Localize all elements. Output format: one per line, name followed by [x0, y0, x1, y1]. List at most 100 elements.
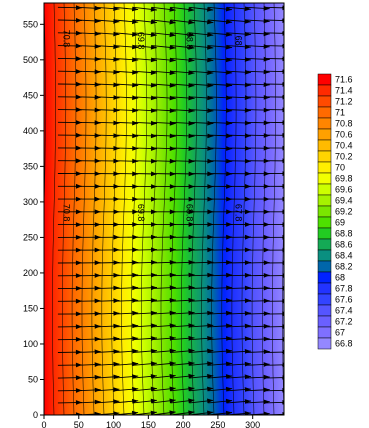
vector-arrow-head: [300, 197, 306, 202]
colorbar-swatch: [317, 282, 332, 295]
contour-value-label: 70.8: [62, 204, 72, 222]
vector-arrow-head: [169, 361, 176, 366]
vector-arrow-head: [150, 6, 157, 12]
colorbar-label: 71.4: [335, 86, 353, 96]
contour-line: [201, 3, 207, 415]
vector-arrow-head: [263, 107, 270, 113]
colorbar-label: 70.8: [335, 119, 353, 129]
vector-arrow-head: [282, 362, 284, 368]
vector-arrow-head: [188, 146, 195, 151]
contour-value-label: 68.8: [185, 204, 195, 222]
vector-arrow-head: [94, 336, 101, 342]
vector-arrow-head: [207, 373, 214, 379]
vector-arrow-head: [169, 386, 176, 392]
colorbar-label: 71.2: [335, 97, 353, 107]
vector-arrow-head: [263, 69, 270, 75]
vector-arrow-head: [244, 411, 251, 415]
colorbar-swatch: [317, 73, 332, 86]
vector-arrow-head: [188, 260, 195, 265]
colorbar-swatch: [317, 139, 332, 152]
x-tick-label: 300: [245, 420, 260, 428]
vector-arrow-head: [94, 349, 101, 355]
colorbar-label: 68.2: [335, 262, 353, 272]
vector-arrow-head: [263, 285, 270, 291]
vector-arrow-head: [150, 386, 157, 392]
vector-arrow-head: [244, 298, 251, 304]
contour-line: [221, 3, 227, 415]
vector-arrow-head: [300, 18, 306, 23]
vector-arrow-head: [282, 18, 284, 23]
vector-arrow-head: [244, 120, 251, 126]
colorbar-swatch: [317, 172, 332, 185]
colorbar-label: 71.6: [335, 75, 353, 85]
colorbar-legend: 71.671.471.27170.870.670.470.27069.869.6…: [317, 73, 353, 350]
colorbar-label: 67.2: [335, 317, 353, 327]
vector-arrow-head: [94, 362, 101, 367]
contour-line: [282, 3, 284, 415]
colorbar-swatch: [317, 205, 332, 218]
vector-arrow-head: [132, 285, 139, 291]
vector-arrow-head: [207, 410, 214, 415]
vector-arrow-head: [244, 272, 251, 278]
vector-arrow-head: [94, 69, 101, 75]
contour-value-label: 68.8: [185, 32, 195, 50]
colorbar-swatch: [317, 95, 332, 108]
x-tick-label: 0: [41, 420, 46, 428]
vector-arrow-head: [282, 5, 284, 11]
y-tick-label: 250: [23, 232, 38, 242]
vector-arrow-head: [207, 32, 214, 37]
vector-arrow-head: [169, 45, 176, 50]
colorbar-label: 69.4: [335, 196, 353, 206]
vector-arrow-head: [113, 107, 120, 113]
vector-arrow-head: [300, 31, 306, 36]
colorbar-label: 69.2: [335, 207, 353, 217]
colorbar-label: 70.4: [335, 141, 353, 151]
vector-arrow-head: [150, 410, 157, 415]
colorbar-label: 68.4: [335, 251, 353, 261]
vector-arrow-head: [300, 146, 306, 151]
contour-value-label: 70.8: [62, 30, 72, 48]
colorbar-swatch: [317, 194, 332, 207]
vector-arrow-head: [113, 311, 120, 316]
vector-arrow-head: [263, 336, 270, 342]
vector-arrow-head: [263, 95, 270, 100]
colorbar-label: 67.8: [335, 284, 353, 294]
vector-arrow-head: [207, 386, 214, 392]
vector-arrow-head: [300, 413, 306, 418]
contour-line: [181, 3, 188, 415]
colorbar-swatch: [317, 238, 332, 251]
vector-arrow-head: [300, 209, 306, 214]
vector-arrow-head: [263, 311, 270, 316]
colorbar-swatch: [317, 249, 332, 262]
vector-arrow-head: [169, 32, 176, 38]
plot-area: 70.8 69.8 68.8 68 70.8 69.8 68.8 67.8: [43, 2, 306, 418]
vector-arrow-head: [169, 410, 176, 415]
vector-arrow-head: [300, 286, 306, 291]
colorbar-swatch: [317, 315, 332, 328]
vector-arrow-head: [225, 398, 233, 404]
vector-arrow-head: [75, 412, 82, 415]
y-tick-label: 550: [23, 19, 38, 29]
y-axis: 0 50 100 150 200 250 300 350 400 450 500 550: [23, 19, 44, 420]
vector-arrow-head: [188, 410, 195, 415]
colorbar-label: 70: [335, 163, 345, 173]
vector-arrow-shaft: [264, 32, 284, 34]
contour-line: [52, 3, 56, 415]
vector-arrow-head: [113, 298, 120, 304]
vector-arrow-head: [300, 107, 306, 112]
vector-arrow-head: [282, 400, 284, 405]
vector-arrow-head: [282, 43, 284, 49]
vector-arrow-head: [169, 373, 176, 379]
vector-arrow-head: [282, 412, 284, 415]
vector-arrow-head: [113, 411, 120, 415]
colorbar-swatch: [317, 227, 332, 240]
colorbar-swatch: [317, 304, 332, 317]
colorbar-label: 66.8: [335, 339, 353, 349]
contour-labels: 70.8 69.8 68.8 68 70.8 69.8 68.8 67.8: [62, 30, 244, 222]
vector-arrow-head: [300, 56, 306, 61]
vector-arrow-head: [94, 56, 101, 62]
vector-arrow-head: [151, 260, 157, 265]
vector-arrow-head: [150, 32, 157, 37]
x-tick-label: 50: [74, 420, 84, 428]
